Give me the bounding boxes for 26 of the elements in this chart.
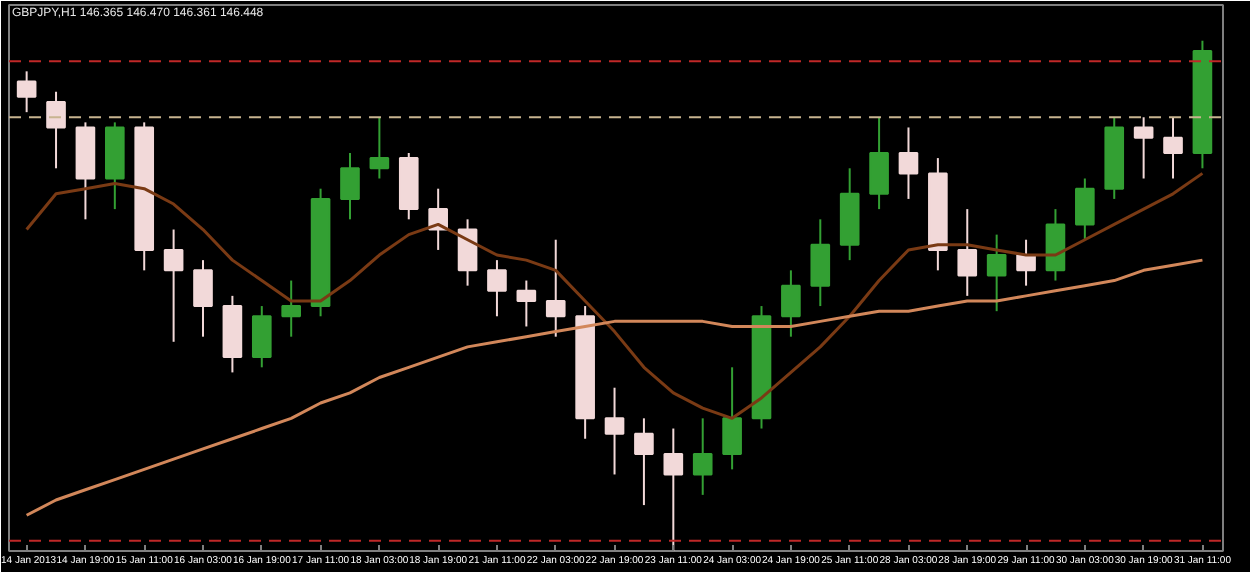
candlestick: [810, 218, 831, 308]
candlestick: [46, 90, 66, 170]
candlestick: [251, 305, 272, 369]
candlestick: [722, 366, 742, 471]
candlestick: [369, 116, 390, 180]
candlestick: [163, 228, 184, 343]
candlestick: [487, 259, 507, 318]
candlestick: [781, 269, 801, 338]
candlestick: [545, 238, 566, 338]
candlestick: [869, 116, 889, 211]
candlestick: [604, 386, 625, 476]
candlestick: [16, 70, 37, 114]
candlestick: [516, 279, 537, 328]
candlestick: [1045, 208, 1066, 282]
candlestick: [193, 259, 213, 338]
candlestick: [692, 417, 713, 496]
candlestick: [1133, 116, 1154, 180]
candlestick: [281, 279, 302, 338]
candlestick: [340, 151, 360, 221]
candlestick: [898, 126, 919, 200]
candlestick: [957, 208, 978, 297]
candlestick: [1075, 177, 1095, 241]
candlestick: [663, 427, 684, 551]
candlestick: [1163, 116, 1183, 180]
candlestick: [986, 233, 1007, 313]
candlestick: [634, 417, 654, 507]
